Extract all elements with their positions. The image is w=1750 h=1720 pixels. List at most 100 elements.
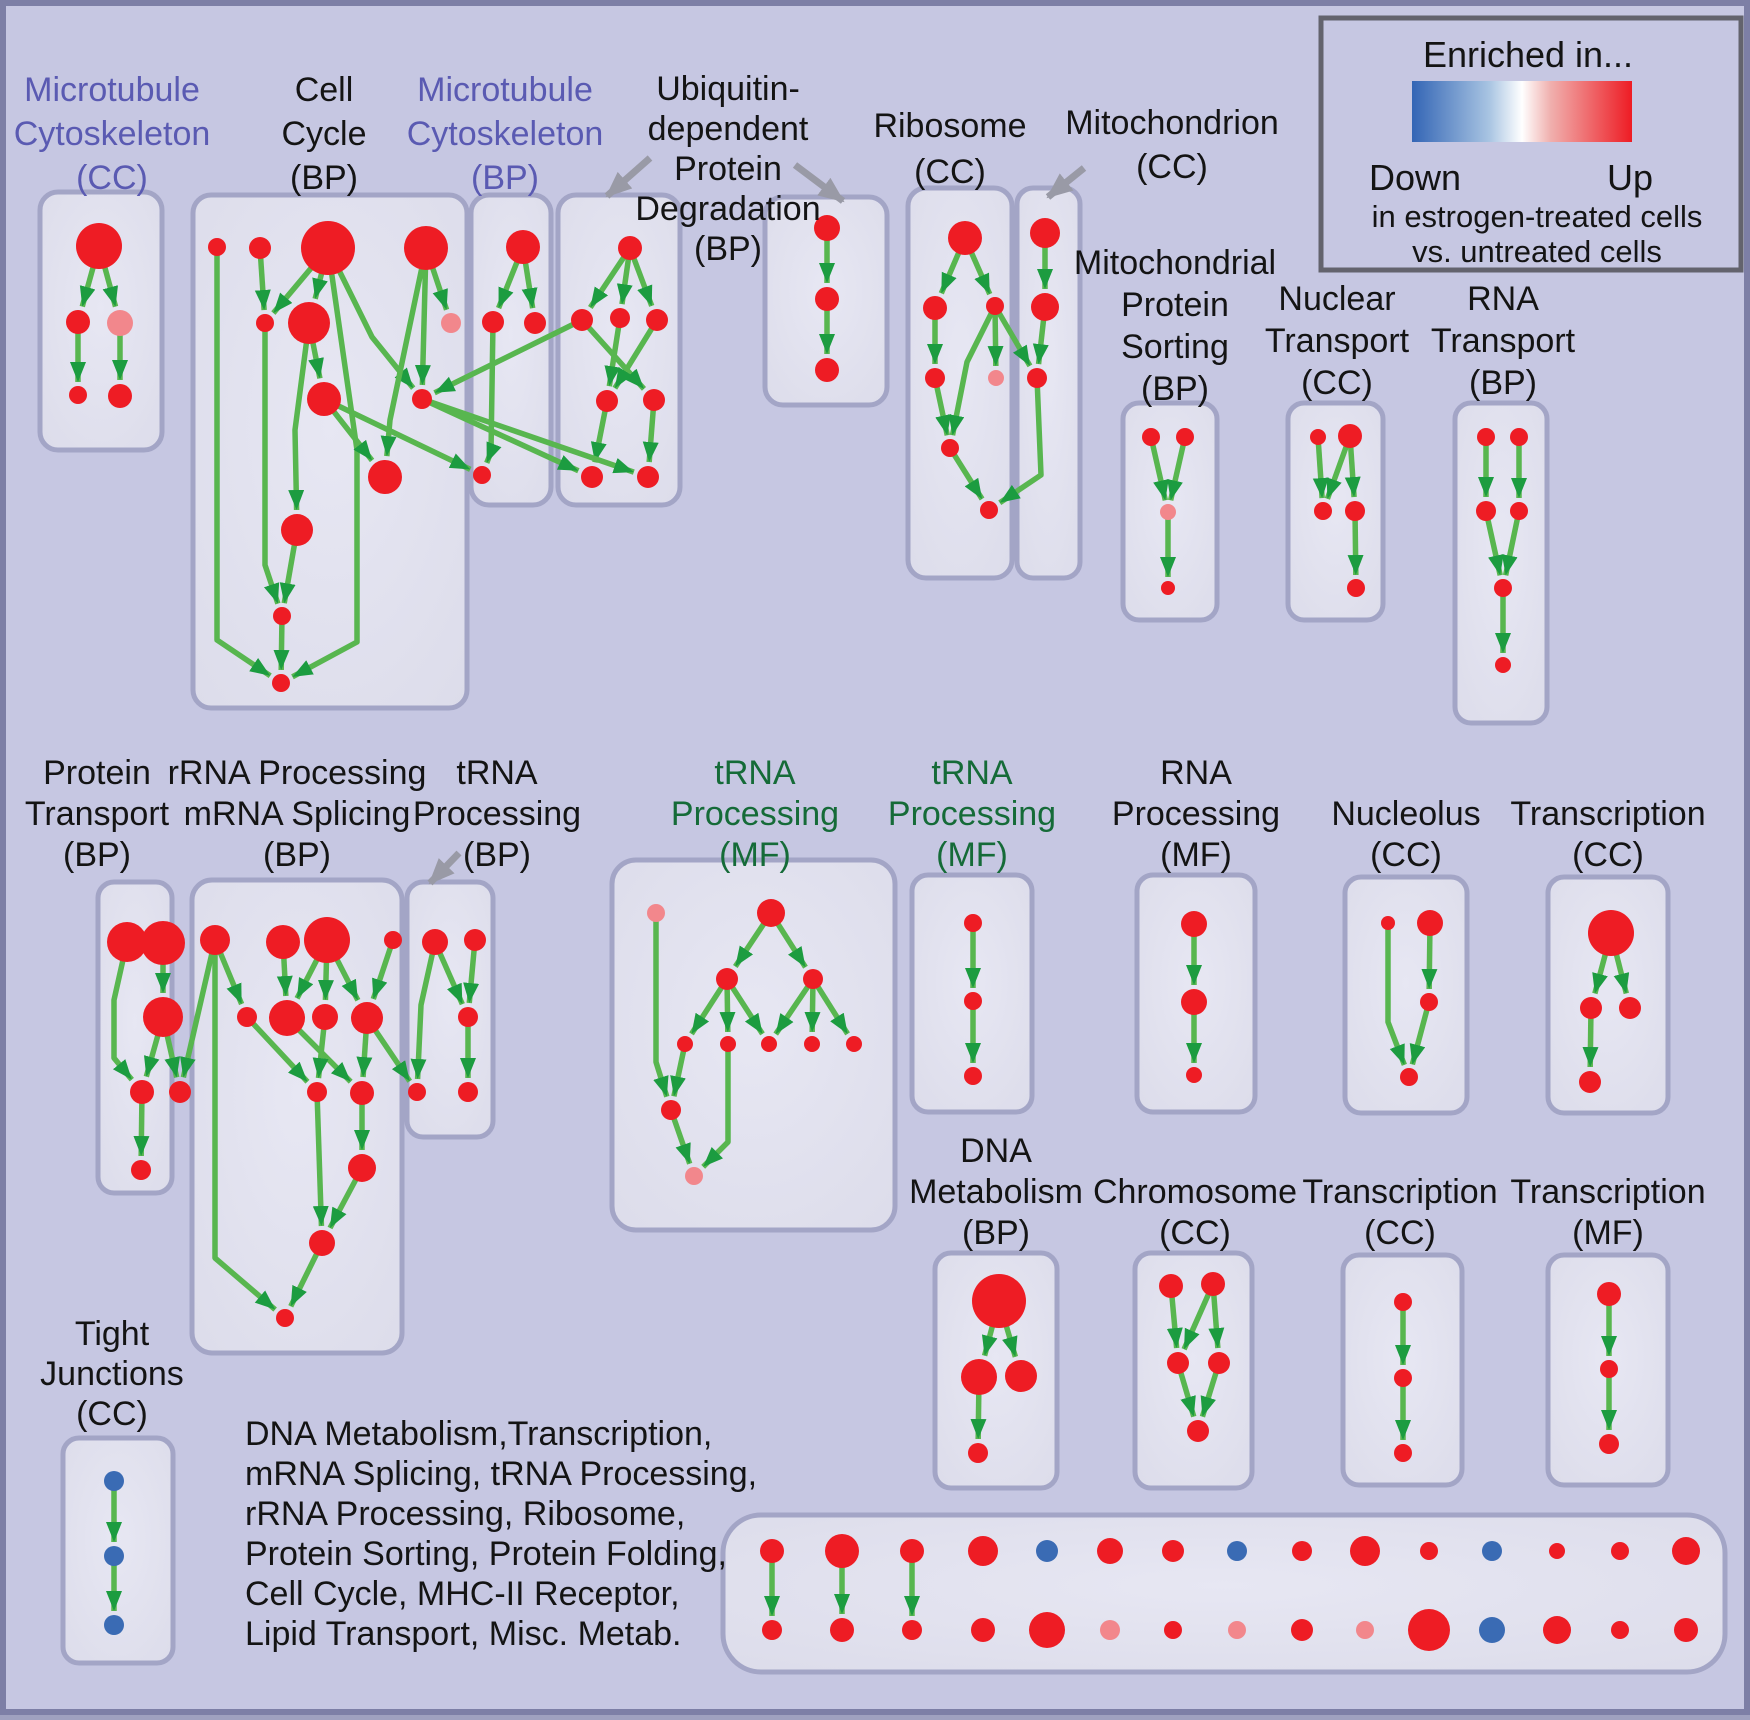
- node-y8: [1228, 1621, 1246, 1639]
- node-o1: [964, 914, 982, 932]
- node-u2: [1394, 1369, 1412, 1387]
- edge-i4-i5: [1347, 510, 1364, 576]
- node-r1: [1588, 910, 1634, 956]
- group-label-microtubule-cytoskeleton-cc-line1: Cytoskeleton: [14, 115, 211, 153]
- node-l3: [304, 917, 350, 963]
- group-label-nucleolus-cc-line1: (CC): [1370, 836, 1442, 874]
- group-label-ubiquitin-degradation-bp-box1-line3: Degradation: [635, 190, 820, 228]
- node-q3: [1420, 993, 1438, 1011]
- node-y4: [971, 1618, 995, 1642]
- node-u1: [1394, 1293, 1412, 1311]
- node-x6: [1097, 1538, 1123, 1564]
- group-box-nucleolus-cc: [1342, 874, 1470, 1116]
- group-label-trna-processing-mf-small-line2: (MF): [936, 836, 1008, 874]
- node-i2: [1338, 424, 1362, 448]
- node-b9: [412, 389, 432, 409]
- node-v1: [1597, 1282, 1621, 1306]
- edge-l1-k5: [180, 939, 218, 1078]
- node-d6: [643, 389, 665, 411]
- group-label-microtubule-cytoskeleton-bp-line1: Cytoskeleton: [407, 115, 604, 153]
- node-b3: [301, 221, 355, 275]
- edge-f3-g3: [992, 304, 1033, 368]
- node-d2: [571, 309, 593, 331]
- group-label-microtubule-cytoskeleton-cc-line2: (CC): [76, 159, 148, 197]
- node-e2: [815, 287, 839, 311]
- edge-f3-f6: [948, 304, 998, 436]
- group-label-cell-cycle-bp-line0: Cell: [295, 71, 354, 109]
- group-label-chromosome-cc-line1: (CC): [1159, 1214, 1231, 1252]
- node-b2: [249, 237, 271, 259]
- group-label-transcription-cc-mid-line0: Transcription: [1510, 795, 1705, 833]
- group-label-mitochondrial-protein-sorting-bp-line3: (BP): [1141, 370, 1209, 408]
- group-label-microtubule-cytoskeleton-cc-line0: Microtubule: [24, 71, 200, 109]
- label-pointer-arrows: [427, 155, 1087, 886]
- node-v3: [1599, 1434, 1619, 1454]
- node-m5: [458, 1082, 478, 1102]
- gray-pointer-arrow-3: [427, 850, 462, 886]
- group-label-transcription-cc-bottom-line0: Transcription: [1302, 1173, 1497, 1211]
- node-f1: [948, 221, 982, 255]
- node-k3: [143, 997, 183, 1037]
- node-g3: [1027, 368, 1047, 388]
- group-label-trna-processing-mf-small-line0: tRNA: [931, 754, 1013, 792]
- node-f7: [980, 501, 998, 519]
- node-p3: [1186, 1067, 1202, 1083]
- group-label-mitochondrion-cc-line0: Mitochondrion: [1065, 104, 1279, 142]
- node-l13: [276, 1309, 294, 1327]
- group-label-ubiquitin-degradation-bp-box1-line0: Ubiquitin-: [656, 70, 800, 108]
- node-n5: [677, 1036, 693, 1052]
- group-label-mitochondrion-cc-line1: (CC): [1136, 148, 1208, 186]
- group-label-protein-transport-bp-line1: Transport: [25, 795, 170, 833]
- group-label-dna-metabolism-bp-line0: DNA: [960, 1132, 1032, 1170]
- node-k4: [130, 1080, 154, 1104]
- summary-note: DNA Metabolism,Transcription,mRNA Splici…: [245, 1415, 757, 1653]
- group-label-nuclear-transport-cc-line0: Nuclear: [1278, 280, 1395, 318]
- node-l9: [307, 1082, 327, 1102]
- edge-h2-h3: [1167, 436, 1188, 501]
- edge-l9-l12: [312, 1091, 329, 1227]
- node-d8: [637, 466, 659, 488]
- summary-note-line4: Cell Cycle, MHC-II Receptor,: [245, 1575, 680, 1613]
- group-labels: Microtubule Cytoskeleton (CC) Cell Cycle (BP)…: [14, 70, 1706, 1433]
- node-k5: [169, 1081, 191, 1103]
- node-i1: [1310, 429, 1326, 445]
- node-f5: [988, 370, 1004, 386]
- node-b1: [208, 238, 226, 256]
- node-l4: [384, 931, 402, 949]
- node-c2: [482, 311, 504, 333]
- summary-note-line2: rRNA Processing, Ribosome,: [245, 1495, 685, 1533]
- group-label-mitochondrial-protein-sorting-bp-line1: Protein: [1121, 286, 1229, 324]
- node-d1: [618, 236, 642, 260]
- group-label-trna-processing-mf-small-line1: Processing: [888, 795, 1056, 833]
- edge-q3-q4: [1409, 1001, 1432, 1066]
- node-y10: [1356, 1621, 1374, 1639]
- edge-f6-f7: [947, 446, 985, 501]
- edge-j3-j5: [1483, 510, 1504, 576]
- group-label-ribosome-cc-line1: (CC): [914, 153, 986, 191]
- group-label-rrna-processing-mrna-splicing-bp-line0: rRNA Processing: [168, 754, 427, 792]
- group-label-tight-junctions-cc-line2: (CC): [76, 1395, 148, 1433]
- node-b8: [307, 382, 341, 416]
- node-g2: [1031, 293, 1059, 321]
- node-d7: [581, 466, 603, 488]
- group-label-trna-processing-mf-large-line2: (MF): [719, 836, 791, 874]
- node-l10: [350, 1081, 374, 1105]
- node-s2: [961, 1359, 997, 1395]
- group-label-mitochondrial-protein-sorting-bp-line2: Sorting: [1121, 328, 1229, 366]
- gray-pointer-arrow-0: [604, 155, 653, 199]
- gray-pointer-arrow-1: [792, 162, 846, 204]
- node-r4: [1579, 1071, 1601, 1093]
- node-i5: [1347, 579, 1365, 597]
- node-b12: [273, 607, 291, 625]
- node-h4: [1161, 581, 1175, 595]
- edge-l5-l9: [244, 1015, 310, 1084]
- node-l2: [266, 925, 300, 959]
- group-label-dna-metabolism-bp-line1: Metabolism: [909, 1173, 1083, 1211]
- group-label-cell-cycle-bp-line2: (BP): [290, 159, 358, 197]
- edge-l4-l8: [370, 939, 396, 1000]
- node-k6: [131, 1160, 151, 1180]
- group-label-cell-cycle-bp-line1: Cycle: [281, 115, 366, 153]
- node-b7: [441, 313, 461, 333]
- node-f6: [941, 439, 959, 457]
